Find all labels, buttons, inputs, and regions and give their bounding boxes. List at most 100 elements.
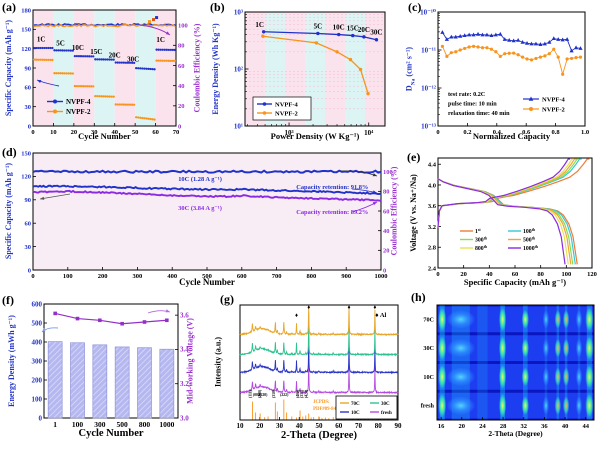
- arrows: [41, 309, 171, 333]
- svg-text:120: 120: [21, 174, 31, 181]
- cycle-1000: [437, 158, 571, 265]
- panel-c-xlabel: Normalized Capacity: [472, 131, 551, 141]
- panel-e-xlabel: Specific Capacity (mAh g⁻¹): [463, 277, 567, 287]
- svg-text:fresh: fresh: [421, 403, 435, 410]
- svg-text:1: 1: [53, 420, 57, 429]
- ce-outliers: [147, 16, 159, 24]
- svg-text:20: 20: [256, 422, 264, 430]
- svg-text:400: 400: [32, 338, 43, 346]
- svg-text:60: 60: [383, 208, 390, 215]
- svg-text:40: 40: [111, 129, 118, 136]
- heatmap-columns: [439, 305, 592, 420]
- svg-text:80: 80: [537, 271, 544, 278]
- series-10C (1.28 A g⁻¹): [32, 184, 382, 195]
- panel-f-ylabel-left: Energy Density (mWh g⁻¹): [7, 315, 16, 407]
- svg-text:30C: 30C: [381, 402, 390, 407]
- svg-text:30C: 30C: [127, 56, 139, 64]
- svg-text:10C: 10C: [423, 374, 434, 381]
- panel-b: (b) Energy Density (Wh Kg⁻¹) Power Densi…: [200, 0, 400, 145]
- series-NVPF-4: [261, 30, 379, 42]
- trace-70C: [239, 305, 399, 337]
- svg-text:28: 28: [500, 423, 507, 430]
- legend: NVPF-4 NVPF-2: [523, 96, 565, 113]
- svg-text:30C (3.84 A g⁻¹): 30C (3.84 A g⁻¹): [178, 205, 222, 212]
- svg-text:3.4: 3.4: [180, 346, 189, 354]
- svg-text:NVPF-4: NVPF-4: [66, 98, 91, 106]
- svg-text:90: 90: [395, 422, 403, 430]
- svg-text:♦ Al: ♦ Al: [375, 312, 386, 319]
- panel-a-ylabel-left: Specific Capacity (mAh g⁻¹): [4, 19, 13, 117]
- svg-text:900: 900: [341, 273, 351, 280]
- svg-text:700: 700: [272, 273, 282, 280]
- svg-text:70C: 70C: [423, 316, 434, 323]
- panel-b-ylabel: Energy Density (Wh Kg⁻¹): [211, 23, 220, 115]
- panel-h-tag: (h): [411, 290, 426, 304]
- legend: 1st 100th 300th 500th 800th 1000th: [460, 228, 539, 252]
- svg-text:150: 150: [21, 150, 31, 157]
- svg-text:10⁻¹³: 10⁻¹³: [421, 123, 436, 131]
- panel-e: (e) Voltage (V vs. Na⁺/Na) Specific Capa…: [405, 145, 600, 290]
- panel-g-ylabel: Intensity (a.u.): [213, 336, 223, 388]
- svg-text:20: 20: [383, 248, 390, 255]
- svg-text:20: 20: [459, 423, 466, 430]
- svg-text:50: 50: [316, 422, 324, 430]
- svg-text:3.6: 3.6: [428, 203, 437, 210]
- svg-text:300: 300: [133, 273, 143, 280]
- panel-h-plot: 16 20 24 28 32 36 40 44 70C 30C 10C fresh: [421, 304, 595, 430]
- svg-text:1st: 1st: [475, 228, 481, 235]
- svg-text:0.2: 0.2: [463, 129, 471, 136]
- svg-text:300: 300: [32, 357, 43, 365]
- svg-text:(400): (400): [296, 389, 300, 398]
- panel-b-xlabel: Power Density (W Kg⁻¹): [270, 131, 360, 141]
- series-NVPF-2: [261, 34, 370, 96]
- svg-text:10³: 10³: [234, 9, 243, 17]
- svg-text:10C (1.28 A g⁻¹): 10C (1.28 A g⁻¹): [178, 176, 222, 183]
- svg-text:30: 30: [91, 129, 98, 136]
- svg-text:(002): (002): [253, 393, 262, 397]
- svg-text:600: 600: [32, 300, 43, 308]
- svg-text:4.0: 4.0: [428, 182, 436, 189]
- svg-text:32: 32: [521, 423, 528, 430]
- svg-text:60: 60: [25, 85, 32, 92]
- svg-text:1000th: 1000th: [523, 245, 539, 252]
- svg-text:10¹: 10¹: [234, 123, 243, 131]
- svg-text:40: 40: [562, 423, 569, 430]
- svg-text:NVPF-2: NVPF-2: [66, 108, 91, 116]
- svg-text:0: 0: [383, 267, 386, 274]
- svg-text:15C: 15C: [347, 25, 359, 33]
- svg-text:NVPF-4: NVPF-4: [542, 96, 565, 103]
- svg-text:0: 0: [39, 414, 43, 422]
- svg-text:40: 40: [383, 228, 390, 235]
- svg-text:2.4: 2.4: [428, 265, 437, 272]
- svg-text:70C: 70C: [351, 402, 360, 407]
- panel-d-xlabel: Cycle Number: [179, 277, 235, 287]
- svg-text:44: 44: [582, 423, 589, 430]
- axis-ticks: 16 20 24 28 32 36 40 44: [438, 417, 590, 430]
- svg-text:3.2: 3.2: [180, 380, 189, 388]
- panel-d: (d) Specific Capacity (mAh g⁻¹) Coulombi…: [0, 145, 405, 290]
- panel-a-ylabel-right: Coulombic Efficiency (%): [192, 23, 202, 113]
- svg-text:1000: 1000: [159, 420, 174, 429]
- svg-text:(222): (222): [280, 393, 289, 397]
- heatmap-blobs: [438, 307, 594, 418]
- svg-text:600: 600: [237, 273, 247, 280]
- miller-labels: (111) (002)(220)(200) (310) (222) (400) (331)…: [248, 389, 308, 398]
- panel-f-xlabel: Cycle Number: [78, 428, 144, 439]
- svg-text:30C: 30C: [370, 29, 382, 37]
- svg-text:400: 400: [167, 273, 177, 280]
- svg-text:pulse time: 10 min: pulse time: 10 min: [448, 101, 497, 108]
- svg-text:♦: ♦: [373, 305, 376, 311]
- panel-f-plot: 0 100 200 300 400 500 600 3.0 3.2 3.4 3.6 1 100 300 50…: [32, 300, 190, 429]
- svg-text:10⁻¹²: 10⁻¹²: [421, 85, 436, 93]
- svg-text:10C: 10C: [333, 24, 345, 32]
- trace-10C: [239, 338, 399, 375]
- panel-g-plot: 10 20 30 40 50 60 70 80 90 (111) (002)(220)(200) (3…: [237, 304, 403, 430]
- svg-text:20C: 20C: [109, 52, 121, 60]
- svg-text:0: 0: [31, 273, 34, 280]
- svg-text:500: 500: [202, 273, 212, 280]
- svg-text:200: 200: [98, 273, 108, 280]
- svg-text:10: 10: [50, 129, 57, 136]
- svg-text:20: 20: [178, 103, 185, 110]
- svg-text:100: 100: [32, 395, 43, 403]
